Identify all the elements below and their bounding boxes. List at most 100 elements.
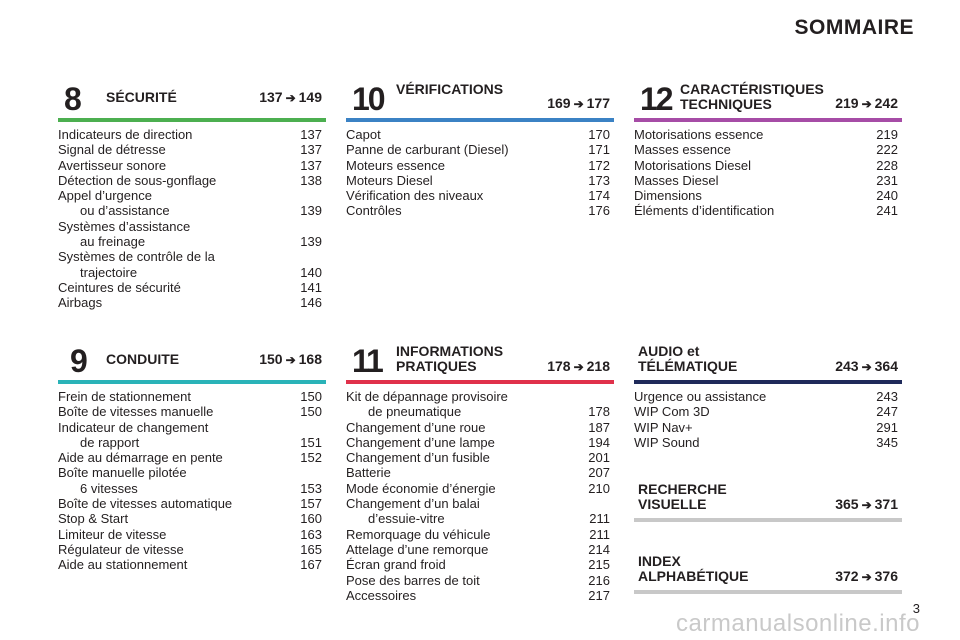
- section-header: RECHERCHE VISUELLE 365 ➔ 371: [634, 482, 902, 516]
- toc-entry[interactable]: Détection de sous-gonflage 138: [58, 173, 326, 188]
- toc-entry-page: 214: [588, 541, 610, 557]
- toc-entry-page: 139: [300, 234, 322, 250]
- toc-entry[interactable]: Signal de détresse 137: [58, 142, 326, 157]
- arrow-right-icon: ➔: [285, 353, 296, 367]
- toc-entry[interactable]: Indicateur de changement de rapport 151: [58, 420, 326, 451]
- toc-entry[interactable]: WIP Sound 345: [634, 435, 902, 450]
- page-title: SOMMAIRE: [794, 16, 914, 39]
- section-page-range[interactable]: 243 ➔ 364: [835, 358, 898, 375]
- toc-entry[interactable]: Stop & Start 160: [58, 511, 326, 526]
- section-caracteristiques: 12 CARACTÉRISTIQUES TECHNIQUES 219 ➔ 242 M…: [634, 82, 902, 219]
- toc-entry[interactable]: Mode économie d’énergie 210: [346, 481, 614, 496]
- toc-entry-label: Pose des barres de toit: [346, 572, 480, 588]
- toc-entry[interactable]: Systèmes d’assistance au freinage 139: [58, 219, 326, 250]
- toc-entry[interactable]: Remorquage du véhicule 211: [346, 527, 614, 542]
- toc-entry[interactable]: Changement d’un balai d’essuie-vitre 211: [346, 496, 614, 527]
- toc-entry-page: 178: [588, 404, 610, 420]
- toc-entry[interactable]: Ceintures de sécurité 141: [58, 280, 326, 295]
- section-number: 12: [640, 81, 674, 117]
- section-page-range[interactable]: 365 ➔ 371: [835, 496, 898, 513]
- toc-entry-page: 137: [300, 127, 322, 142]
- section-header: 8 SÉCURITÉ 137 ➔ 149: [58, 82, 326, 116]
- toc-entry-label: Avertisseur sonore: [58, 157, 167, 173]
- toc-entry-label: Mode économie d’énergie: [346, 480, 496, 496]
- section-color-bar: [634, 518, 902, 522]
- toc-entry[interactable]: Vérification des niveaux 174: [346, 188, 614, 203]
- toc-entry-page: 137: [300, 157, 322, 173]
- toc-entry[interactable]: Régulateur de vitesse 165: [58, 542, 326, 557]
- toc-entry[interactable]: Moteurs essence 172: [346, 158, 614, 173]
- toc-entry-label: Urgence ou assistance: [634, 389, 767, 404]
- toc-entry-label: Accessoires: [346, 587, 417, 603]
- section-page-range[interactable]: 150 ➔ 168: [259, 351, 322, 368]
- toc-entry-label: Appel d’urgence ou d’assistance: [58, 188, 170, 219]
- section-page-range[interactable]: 219 ➔ 242: [835, 95, 898, 112]
- toc-entry[interactable]: Boîte manuelle pilotée 6 vitesses 153: [58, 465, 326, 496]
- toc-entry[interactable]: Contrôles 176: [346, 203, 614, 218]
- toc-entry-label: Masses Diesel: [634, 172, 719, 188]
- toc-entry[interactable]: Pose des barres de toit 216: [346, 573, 614, 588]
- toc-entry[interactable]: Appel d’urgence ou d’assistance 139: [58, 188, 326, 219]
- toc-entry-page: 160: [300, 511, 322, 527]
- toc-entry-page: 152: [300, 450, 322, 466]
- toc-entry[interactable]: Aide au stationnement 167: [58, 557, 326, 572]
- toc-entry-page: 210: [588, 480, 610, 496]
- arrow-right-icon: ➔: [861, 498, 872, 512]
- section-header: 11 INFORMATIONS PRATIQUES 178 ➔ 218: [346, 343, 614, 379]
- toc-entry-page: 140: [300, 264, 322, 280]
- section-page-range[interactable]: 372 ➔ 376: [835, 568, 898, 585]
- toc-entry[interactable]: Accessoires 217: [346, 588, 614, 603]
- section-page-range[interactable]: 169 ➔ 177: [547, 95, 610, 112]
- toc-entry[interactable]: Urgence ou assistance 243: [634, 389, 902, 404]
- toc-entry-page: 291: [876, 419, 898, 435]
- toc-entry-label: WIP Com 3D: [634, 404, 710, 420]
- arrow-right-icon: ➔: [861, 97, 872, 111]
- toc-entry-label: Dimensions: [634, 188, 702, 204]
- toc-entry[interactable]: Masses Diesel 231: [634, 173, 902, 188]
- toc-entry[interactable]: Indicateurs de direction 137: [58, 127, 326, 142]
- toc-entry-label: Masses essence: [634, 142, 731, 158]
- toc-entry[interactable]: Attelage d’une remorque 214: [346, 542, 614, 557]
- section-header: 12 CARACTÉRISTIQUES TECHNIQUES 219 ➔ 242: [634, 81, 902, 117]
- toc-entry[interactable]: Airbags 146: [58, 295, 326, 310]
- toc-entry[interactable]: Changement d’une lampe 194: [346, 435, 614, 450]
- section-page-range[interactable]: 137 ➔ 149: [259, 89, 322, 106]
- toc-entry-label: Changement d’un fusible: [346, 450, 490, 466]
- toc-entry-label: Boîte de vitesses automatique: [58, 496, 233, 512]
- toc-entry[interactable]: Avertisseur sonore 137: [58, 158, 326, 173]
- toc-entry[interactable]: WIP Nav+ 291: [634, 420, 902, 435]
- section-title: INFORMATIONS PRATIQUES: [396, 343, 504, 374]
- toc-entry-page: 243: [876, 389, 898, 404]
- toc-entry-label: Panne de carburant (Diesel): [346, 142, 509, 158]
- toc-entry[interactable]: Boîte de vitesses automatique 157: [58, 496, 326, 511]
- toc-entry[interactable]: Limiteur de vitesse 163: [58, 527, 326, 542]
- toc-entry[interactable]: Changement d’un fusible 201: [346, 450, 614, 465]
- toc-entry[interactable]: Motorisations Diesel 228: [634, 158, 902, 173]
- toc-entry[interactable]: Motorisations essence 219: [634, 127, 902, 142]
- toc-entry-page: 139: [300, 203, 322, 219]
- toc-entry[interactable]: WIP Com 3D 247: [634, 404, 902, 419]
- toc-entry[interactable]: Éléments d’identification 241: [634, 203, 902, 218]
- toc-entry[interactable]: Systèmes de contrôle de la trajectoire 140: [58, 249, 326, 280]
- toc-entry[interactable]: Changement d’une roue 187: [346, 420, 614, 435]
- toc-entry[interactable]: Capot 170: [346, 127, 614, 142]
- toc-entry-page: 157: [300, 496, 322, 512]
- section-page-range[interactable]: 178 ➔ 218: [547, 358, 610, 375]
- toc-entry[interactable]: Moteurs Diesel 173: [346, 173, 614, 188]
- section-recherche-visuelle: RECHERCHE VISUELLE 365 ➔ 371: [634, 482, 902, 527]
- toc-entry-label: Changement d’une roue: [346, 419, 486, 435]
- toc-entry[interactable]: Panne de carburant (Diesel) 171: [346, 142, 614, 157]
- section-header: AUDIO et TÉLÉMATIQUE 243 ➔ 364: [634, 344, 902, 378]
- toc-entry[interactable]: Dimensions 240: [634, 188, 902, 203]
- toc-entry[interactable]: Batterie 207: [346, 465, 614, 480]
- toc-entry[interactable]: Aide au démarrage en pente 152: [58, 450, 326, 465]
- toc-entry[interactable]: Masses essence 222: [634, 142, 902, 157]
- toc-entry[interactable]: Écran grand froid 215: [346, 557, 614, 572]
- toc-entry-label: Aide au démarrage en pente: [58, 450, 223, 466]
- toc-entry[interactable]: Kit de dépannage provisoire de pneumatiqu…: [346, 389, 614, 420]
- toc-entry[interactable]: Boîte de vitesses manuelle 150: [58, 404, 326, 419]
- toc-entry[interactable]: Frein de stationnement 150: [58, 389, 326, 404]
- toc-entry-label: Aide au stationnement: [58, 557, 188, 573]
- section-entries: Motorisations essence 219 Masses essence 22…: [634, 127, 902, 219]
- toc-entry-label: Régulateur de vitesse: [58, 541, 184, 557]
